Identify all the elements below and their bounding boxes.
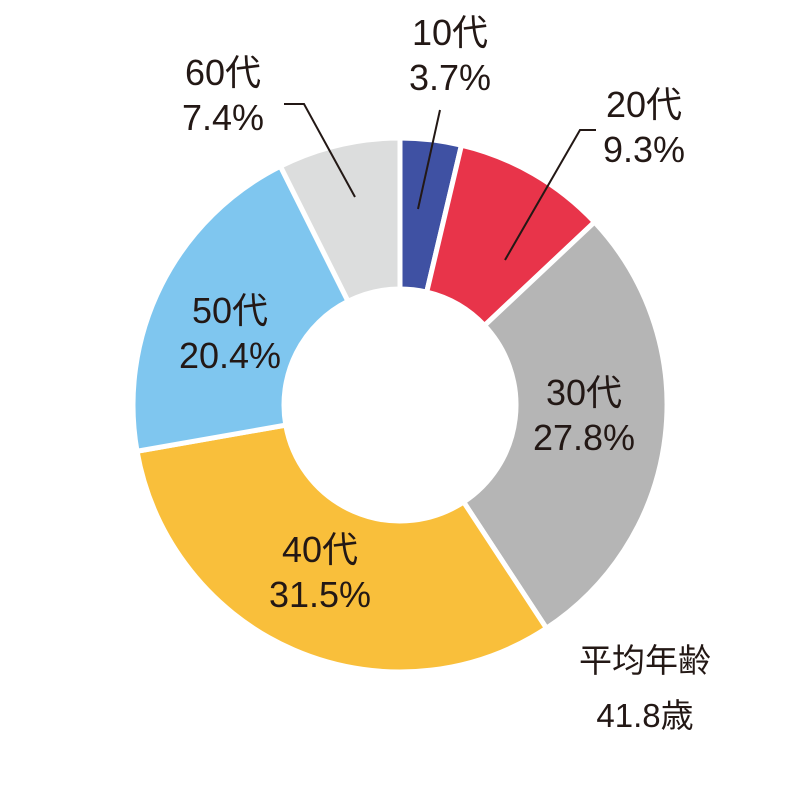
leader-lines-group — [284, 103, 596, 261]
category-label-5: 50代 — [192, 290, 268, 331]
value-label-5: 20.4% — [179, 335, 281, 376]
value-label-6: 7.4% — [182, 97, 264, 138]
average-age-label: 平均年齢 — [579, 642, 711, 679]
value-label-2: 9.3% — [603, 129, 685, 170]
category-label-3: 30代 — [546, 372, 622, 413]
category-label-2: 20代 — [606, 84, 682, 125]
leader-line-1 — [417, 109, 441, 210]
value-label-4: 31.5% — [269, 574, 371, 615]
category-label-1: 10代 — [412, 12, 488, 53]
average-age-note: 平均年齢 41.8歳 — [579, 642, 711, 734]
value-label-1: 3.7% — [409, 57, 491, 98]
leader-line-2 — [504, 129, 596, 261]
average-age-value: 41.8歳 — [596, 697, 693, 734]
slice-5 — [130, 162, 352, 455]
slice-4 — [134, 422, 550, 675]
category-label-6: 60代 — [185, 52, 261, 93]
slice-6 — [277, 135, 403, 305]
value-label-3: 27.8% — [533, 417, 635, 458]
leader-line-6 — [284, 103, 356, 198]
category-label-4: 40代 — [282, 529, 358, 570]
slices-group — [130, 135, 670, 675]
slice-3 — [460, 218, 670, 632]
